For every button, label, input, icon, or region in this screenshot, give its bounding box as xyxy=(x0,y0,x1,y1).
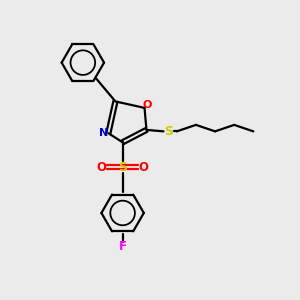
Text: S: S xyxy=(164,125,173,138)
Text: N: N xyxy=(99,128,109,138)
Text: S: S xyxy=(118,161,127,174)
Text: O: O xyxy=(139,161,149,174)
Text: O: O xyxy=(142,100,152,110)
Text: O: O xyxy=(96,161,106,174)
Text: F: F xyxy=(118,240,127,253)
